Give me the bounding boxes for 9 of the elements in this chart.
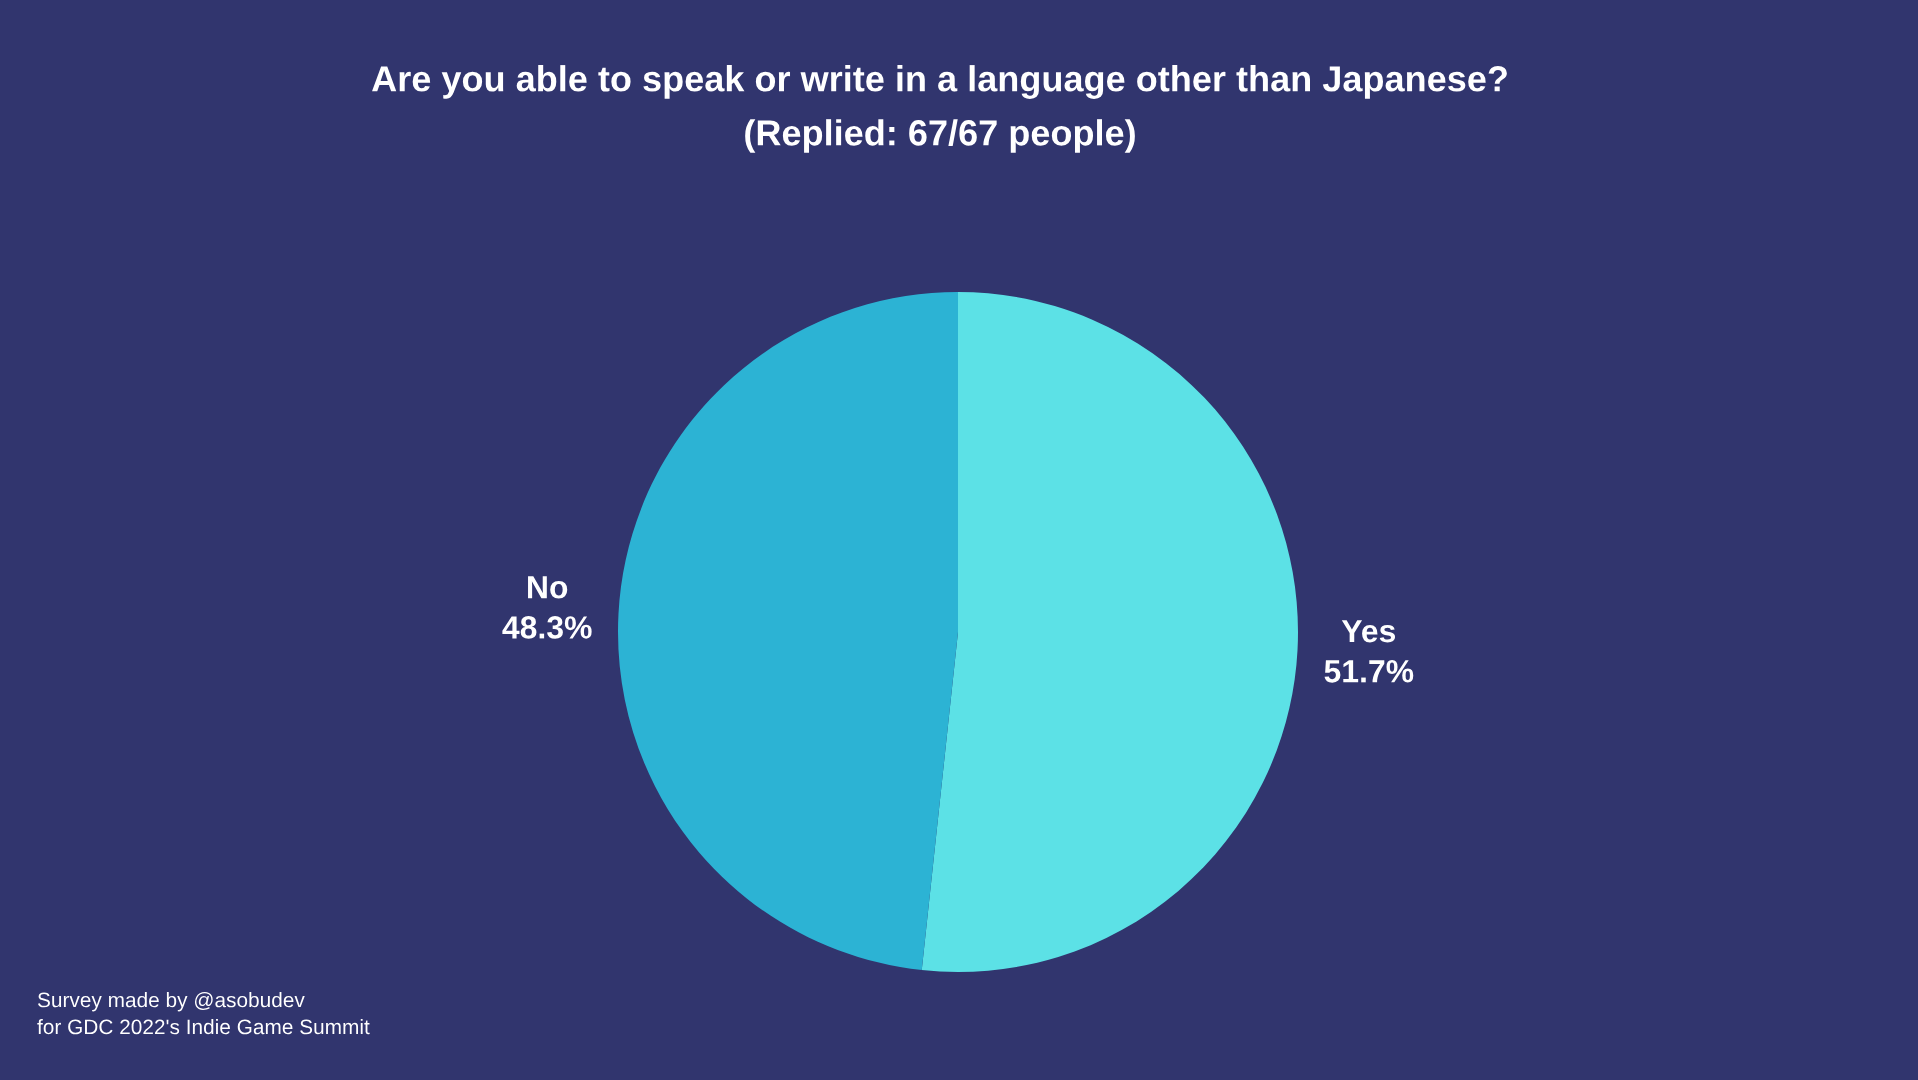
pie-slice (921, 292, 1298, 972)
data-label: 48.3% (502, 616, 592, 639)
slice-label: No (528, 576, 568, 599)
chart-subtitle: (Replied: 67/67 people) (745, 119, 1135, 153)
chart-title: Are you able to speak or write in a language other than Japanese? (372, 65, 1507, 99)
text: Survey made by @asobudev for GDC 2022's Indie Game Summit (37, 992, 370, 1035)
slice-label: Yes (1341, 620, 1396, 643)
pie-slice (618, 292, 958, 971)
data-label: 51.7% (1324, 660, 1414, 683)
